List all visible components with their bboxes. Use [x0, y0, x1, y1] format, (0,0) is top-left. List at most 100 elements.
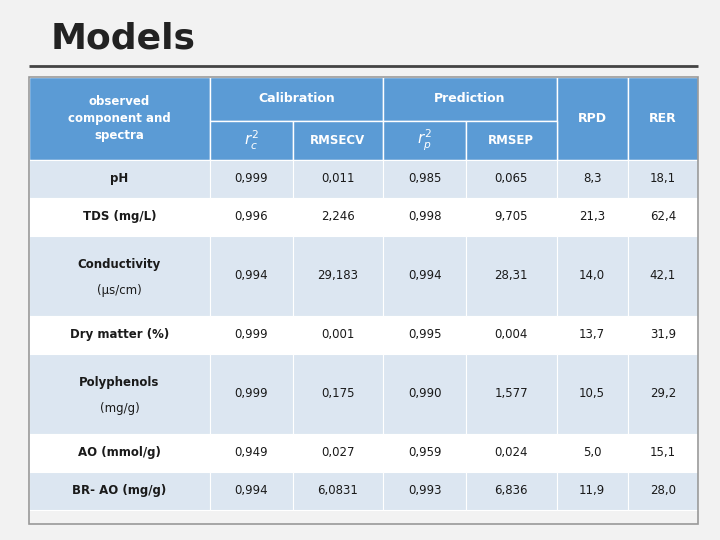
Text: 0,985: 0,985: [408, 172, 441, 185]
Bar: [466, 198, 557, 235]
Bar: [210, 160, 293, 198]
Bar: [628, 235, 698, 316]
Text: RER: RER: [649, 112, 677, 125]
Text: 0,996: 0,996: [235, 210, 268, 223]
Text: 6,0831: 6,0831: [318, 484, 359, 497]
Bar: [210, 434, 293, 472]
Text: 14,0: 14,0: [579, 269, 605, 282]
Text: 6,836: 6,836: [495, 484, 528, 497]
Text: 21,3: 21,3: [579, 210, 605, 223]
Text: 29,183: 29,183: [318, 269, 359, 282]
Bar: [557, 198, 628, 235]
Bar: [557, 77, 628, 160]
Text: Calibration: Calibration: [258, 92, 335, 105]
Text: Models: Models: [50, 22, 195, 56]
Bar: [383, 198, 466, 235]
Text: BR- AO (mg/g): BR- AO (mg/g): [72, 484, 166, 497]
Bar: [628, 160, 698, 198]
Bar: [557, 235, 628, 316]
Text: 31,9: 31,9: [650, 328, 676, 341]
Bar: [628, 434, 698, 472]
Bar: [383, 235, 466, 316]
Bar: [210, 354, 293, 434]
Text: AO (mmol/g): AO (mmol/g): [78, 447, 161, 460]
Bar: [29, 77, 210, 160]
Text: 18,1: 18,1: [650, 172, 676, 185]
Text: 0,998: 0,998: [408, 210, 441, 223]
Text: 0,959: 0,959: [408, 447, 441, 460]
Bar: [628, 198, 698, 235]
Text: 0,024: 0,024: [495, 447, 528, 460]
Bar: [29, 235, 210, 316]
Text: 28,0: 28,0: [650, 484, 676, 497]
Bar: [557, 160, 628, 198]
Text: 0,999: 0,999: [235, 387, 268, 400]
Text: RPD: RPD: [577, 112, 606, 125]
Bar: [210, 472, 293, 510]
Text: 0,993: 0,993: [408, 484, 441, 497]
Text: pH: pH: [110, 172, 128, 185]
Text: $r_p^2$: $r_p^2$: [418, 128, 432, 153]
Text: observed
component and
spectra: observed component and spectra: [68, 94, 171, 142]
Bar: [383, 77, 557, 121]
Text: 10,5: 10,5: [579, 387, 605, 400]
Bar: [29, 198, 210, 235]
Bar: [628, 472, 698, 510]
Bar: [383, 316, 466, 354]
Text: 28,31: 28,31: [495, 269, 528, 282]
Bar: [557, 434, 628, 472]
Bar: [210, 121, 293, 160]
Bar: [293, 198, 383, 235]
Text: 0,999: 0,999: [235, 328, 268, 341]
Text: 29,2: 29,2: [650, 387, 676, 400]
Text: 9,705: 9,705: [495, 210, 528, 223]
Bar: [29, 160, 210, 198]
Bar: [466, 160, 557, 198]
Text: 0,994: 0,994: [408, 269, 441, 282]
Bar: [293, 235, 383, 316]
Text: 0,990: 0,990: [408, 387, 441, 400]
Text: 0,065: 0,065: [495, 172, 528, 185]
Text: 0,027: 0,027: [321, 447, 355, 460]
Bar: [29, 316, 210, 354]
Text: 0,994: 0,994: [235, 484, 268, 497]
Bar: [383, 472, 466, 510]
Text: 0,949: 0,949: [235, 447, 268, 460]
Bar: [210, 235, 293, 316]
Text: (mg/g): (mg/g): [99, 402, 139, 415]
Bar: [293, 434, 383, 472]
Bar: [293, 354, 383, 434]
Bar: [210, 316, 293, 354]
Text: TDS (mg/L): TDS (mg/L): [83, 210, 156, 223]
Bar: [210, 198, 293, 235]
Text: (μs/cm): (μs/cm): [97, 284, 142, 296]
Text: 62,4: 62,4: [650, 210, 676, 223]
Bar: [466, 434, 557, 472]
Bar: [466, 354, 557, 434]
Text: Polyphenols: Polyphenols: [79, 376, 160, 389]
Text: 0,004: 0,004: [495, 328, 528, 341]
Bar: [383, 354, 466, 434]
Text: 1,577: 1,577: [495, 387, 528, 400]
Text: 13,7: 13,7: [579, 328, 605, 341]
Bar: [383, 160, 466, 198]
Bar: [466, 121, 557, 160]
Text: Conductivity: Conductivity: [78, 258, 161, 271]
Text: 5,0: 5,0: [582, 447, 601, 460]
Text: $r_c^2$: $r_c^2$: [244, 129, 258, 152]
Text: 0,994: 0,994: [235, 269, 268, 282]
Bar: [557, 354, 628, 434]
Bar: [29, 354, 210, 434]
Bar: [466, 235, 557, 316]
Text: 0,175: 0,175: [321, 387, 355, 400]
Bar: [557, 316, 628, 354]
Text: 0,011: 0,011: [321, 172, 355, 185]
Bar: [383, 121, 466, 160]
Text: 0,995: 0,995: [408, 328, 441, 341]
Bar: [29, 434, 210, 472]
Text: 0,999: 0,999: [235, 172, 268, 185]
Bar: [383, 434, 466, 472]
Bar: [293, 472, 383, 510]
Text: 42,1: 42,1: [650, 269, 676, 282]
Bar: [628, 77, 698, 160]
